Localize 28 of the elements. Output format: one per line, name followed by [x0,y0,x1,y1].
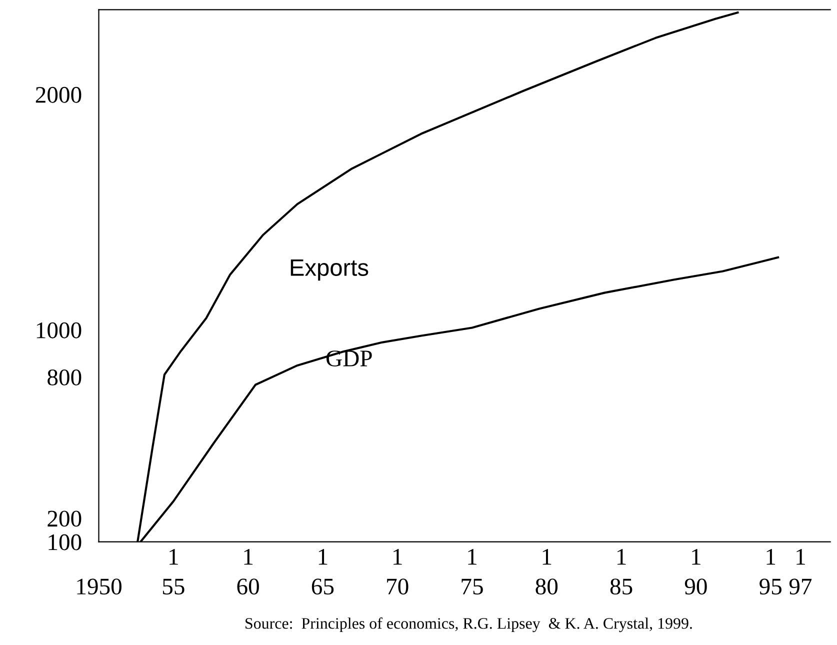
y-tick-label: 2000 [36,86,82,103]
x-tick-label: 75 [462,578,483,595]
text: 1 [170,548,178,565]
y-tick-label: 100 [48,534,82,550]
series-label: Exports [290,259,368,281]
text: 1 [318,548,328,565]
x-tick-label: 90 [684,578,707,595]
x-tick-label: 55 [162,578,184,595]
text: 1 [542,548,552,565]
text: 1 [468,548,476,565]
text: 1 [617,548,626,565]
text: 1 [766,548,776,565]
x-tick-label: 95 [760,578,782,595]
x-tick-label: 80 [536,578,558,595]
text: 1 [796,548,805,565]
x-tick-label: 85 [610,578,632,595]
y-tick-label: 200 [48,510,82,527]
x-tick-label: 97 [789,578,812,595]
x-tick-label: 70 [387,578,408,595]
y-tick-label: 1000 [36,322,82,338]
x-tick-label: 1950 [77,578,122,595]
x-tick-label: 60 [237,578,259,595]
source-note: Source: Principles of economics, R.G. Lipsey & K. A. Crystal, 1999. [246,617,692,632]
text: 1 [394,548,402,565]
text: 1 [692,548,700,565]
text: 1 [244,548,253,565]
x-tick-label: 65 [312,578,334,595]
y-tick-label: 800 [48,369,82,386]
